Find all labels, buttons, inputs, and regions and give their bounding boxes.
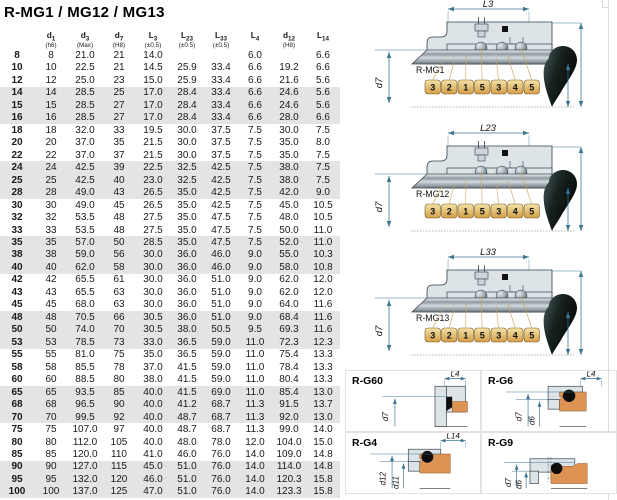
svg-text:4: 4: [513, 83, 518, 93]
svg-text:d6: d6: [514, 480, 523, 490]
svg-text:5: 5: [480, 207, 485, 217]
svg-text:L4: L4: [587, 371, 597, 379]
svg-text:3: 3: [430, 331, 435, 341]
svg-text:d7: d7: [374, 325, 385, 336]
svg-text:R-MG12: R-MG12: [416, 189, 449, 199]
svg-text:3: 3: [430, 83, 435, 93]
svg-text:5: 5: [529, 207, 534, 217]
svg-text:2: 2: [447, 207, 452, 217]
svg-text:d7: d7: [374, 201, 385, 212]
svg-text:3: 3: [496, 331, 501, 341]
svg-text:2: 2: [447, 83, 452, 93]
svg-text:2: 2: [447, 331, 452, 341]
svg-text:R-MG13: R-MG13: [416, 313, 449, 323]
svg-text:1: 1: [463, 83, 468, 93]
svg-text:5: 5: [480, 83, 485, 93]
svg-text:L23: L23: [480, 124, 497, 134]
svg-text:d11: d11: [392, 476, 401, 489]
svg-text:1: 1: [463, 331, 468, 341]
svg-text:d12: d12: [378, 472, 387, 486]
svg-text:5: 5: [529, 83, 534, 93]
svg-text:L3: L3: [483, 0, 494, 10]
svg-text:d7: d7: [381, 412, 390, 422]
svg-text:L33: L33: [480, 248, 497, 258]
svg-text:5: 5: [529, 331, 534, 341]
svg-text:4: 4: [513, 331, 518, 341]
svg-text:3: 3: [430, 207, 435, 217]
svg-text:L14: L14: [446, 433, 460, 441]
svg-text:3: 3: [496, 83, 501, 93]
svg-text:d7: d7: [374, 77, 385, 88]
svg-text:5: 5: [480, 331, 485, 341]
svg-text:3: 3: [496, 207, 501, 217]
svg-text:R-MG1: R-MG1: [416, 65, 444, 75]
svg-text:d6: d6: [528, 416, 537, 426]
svg-text:d7: d7: [514, 412, 523, 422]
svg-text:4: 4: [513, 207, 518, 217]
svg-text:d7: d7: [504, 478, 513, 488]
svg-text:1: 1: [463, 207, 468, 217]
svg-text:L4: L4: [451, 371, 461, 379]
